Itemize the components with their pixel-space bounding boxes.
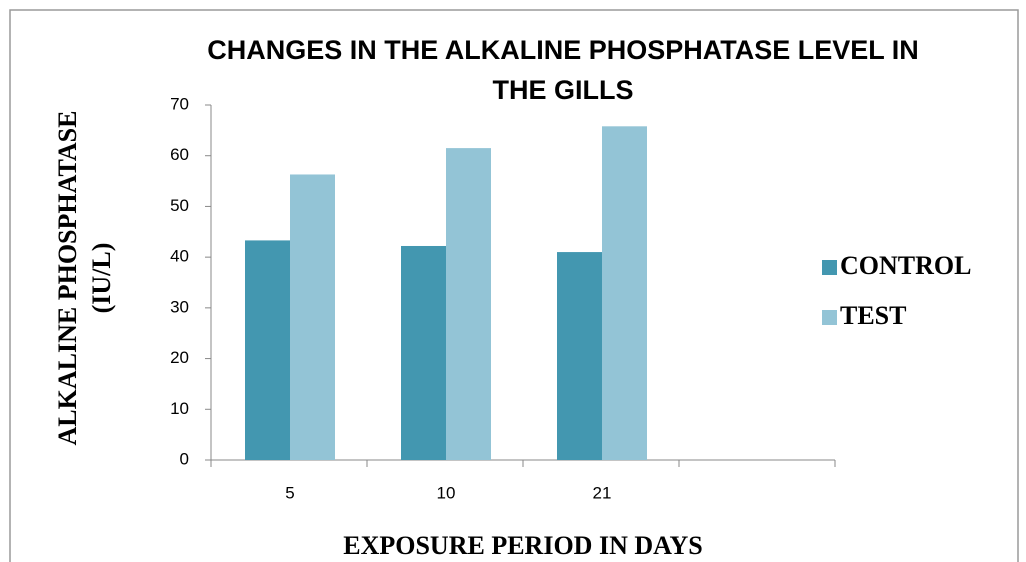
- y-axis-label: (IU/L): [87, 243, 116, 314]
- legend-swatch: [822, 310, 837, 325]
- x-tick-label: 10: [437, 483, 456, 502]
- y-tick-label: 10: [170, 399, 189, 418]
- legend-label: CONTROL: [840, 251, 971, 280]
- y-tick-label: 50: [170, 196, 189, 215]
- bar: [557, 252, 602, 460]
- y-tick-label: 30: [170, 297, 189, 316]
- x-tick-label: 5: [285, 483, 294, 502]
- chart-title: THE GILLS: [493, 75, 634, 105]
- bar: [401, 245, 446, 460]
- bar: [446, 148, 491, 460]
- y-tick-label: 60: [170, 145, 189, 164]
- bar: [290, 174, 335, 460]
- x-tick-label: 21: [593, 483, 612, 502]
- y-axis-label: ALKALINE PHOSPHATASE: [53, 111, 82, 446]
- legend-swatch: [822, 260, 837, 275]
- y-tick-label: 70: [170, 94, 189, 113]
- y-tick-label: 20: [170, 348, 189, 367]
- y-tick-label: 0: [180, 449, 189, 468]
- x-axis-label: EXPOSURE PERIOD IN DAYS: [343, 531, 703, 560]
- chart-title: CHANGES IN THE ALKALINE PHOSPHATASE LEVE…: [207, 35, 919, 65]
- bar: [602, 126, 647, 461]
- chart-border: [9, 9, 1019, 562]
- bar: [245, 240, 290, 460]
- y-tick-label: 40: [170, 247, 189, 266]
- legend-label: TEST: [840, 301, 907, 330]
